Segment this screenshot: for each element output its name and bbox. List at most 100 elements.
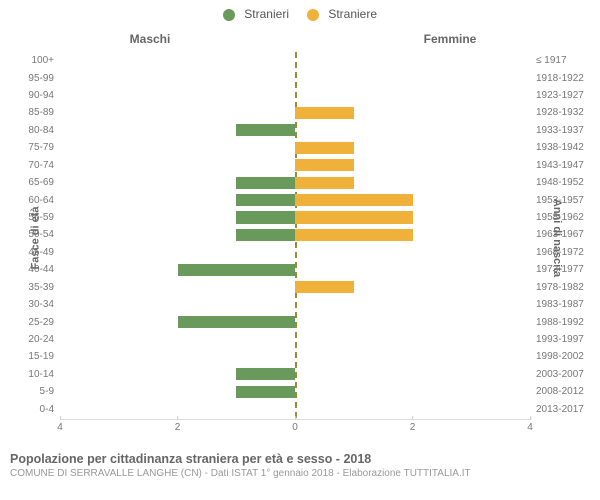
legend-item-male: Stranieri <box>223 7 289 21</box>
chart-row: 40-441973-1977 <box>60 261 530 278</box>
birth-tick: 1978-1982 <box>536 282 584 293</box>
chart-row: 65-691948-1952 <box>60 174 530 191</box>
bar-female <box>295 177 354 189</box>
pyramid-chart: Maschi Femmine Fasce di età Anni di nasc… <box>0 28 600 448</box>
legend-label-male: Stranieri <box>244 7 289 21</box>
birth-tick: 1963-1967 <box>536 229 584 240</box>
birth-tick: 1928-1932 <box>536 107 584 118</box>
birth-tick: 1943-1947 <box>536 160 584 171</box>
chart-row: 50-541963-1967 <box>60 226 530 243</box>
age-tick: 15-19 <box>28 351 54 362</box>
legend-swatch-male <box>223 9 235 21</box>
age-tick: 30-34 <box>28 299 54 310</box>
birth-tick: 1958-1962 <box>536 212 584 223</box>
bar-female <box>295 107 354 119</box>
birth-tick: 1923-1927 <box>536 90 584 101</box>
age-tick: 50-54 <box>28 229 54 240</box>
bar-female <box>295 159 354 171</box>
age-tick: 100+ <box>31 55 54 66</box>
age-tick: 90-94 <box>28 90 54 101</box>
chart-row: 15-191998-2002 <box>60 348 530 365</box>
birth-tick: 2003-2007 <box>536 369 584 380</box>
age-tick: 40-44 <box>28 264 54 275</box>
plot-area: 100+≤ 191795-991918-192290-941923-192785… <box>60 52 530 418</box>
chart-row: 35-391978-1982 <box>60 278 530 295</box>
x-tick: 2 <box>175 422 181 433</box>
age-tick: 70-74 <box>28 160 54 171</box>
chart-row: 30-341983-1987 <box>60 296 530 313</box>
bar-male <box>178 264 296 276</box>
age-tick: 0-4 <box>40 404 54 415</box>
bar-male <box>236 177 295 189</box>
age-tick: 60-64 <box>28 195 54 206</box>
birth-tick: 1968-1972 <box>536 247 584 258</box>
bar-male <box>236 124 295 136</box>
age-tick: 65-69 <box>28 177 54 188</box>
bar-male <box>236 386 295 398</box>
bar-female <box>295 194 413 206</box>
bar-female <box>295 281 354 293</box>
chart-row: 60-641953-1957 <box>60 191 530 208</box>
birth-tick: 2008-2012 <box>536 386 584 397</box>
age-tick: 35-39 <box>28 282 54 293</box>
birth-tick: 1993-1997 <box>536 334 584 345</box>
caption: Popolazione per cittadinanza straniera p… <box>0 448 600 479</box>
chart-row: 5-92008-2012 <box>60 383 530 400</box>
caption-title: Popolazione per cittadinanza straniera p… <box>10 452 590 466</box>
rows-container: 100+≤ 191795-991918-192290-941923-192785… <box>60 52 530 418</box>
x-tick: 2 <box>410 422 416 433</box>
birth-tick: 1953-1957 <box>536 195 584 206</box>
x-tick: 4 <box>527 422 533 433</box>
bar-male <box>236 194 295 206</box>
age-tick: 20-24 <box>28 334 54 345</box>
chart-row: 75-791938-1942 <box>60 139 530 156</box>
birth-tick: 2013-2017 <box>536 404 584 415</box>
chart-row: 45-491968-1972 <box>60 244 530 261</box>
legend-swatch-female <box>307 9 319 21</box>
age-tick: 10-14 <box>28 369 54 380</box>
chart-row: 95-991918-1922 <box>60 69 530 86</box>
legend-item-female: Straniere <box>307 7 377 21</box>
age-tick: 55-59 <box>28 212 54 223</box>
x-axis: 4 2 0 2 4 <box>60 419 530 434</box>
bar-female <box>295 142 354 154</box>
birth-tick: 1933-1937 <box>536 125 584 136</box>
chart-row: 85-891928-1932 <box>60 104 530 121</box>
chart-row: 25-291988-1992 <box>60 313 530 330</box>
chart-row: 70-741943-1947 <box>60 157 530 174</box>
x-tick: 0 <box>292 422 298 433</box>
age-tick: 95-99 <box>28 73 54 84</box>
age-tick: 75-79 <box>28 142 54 153</box>
age-tick: 80-84 <box>28 125 54 136</box>
legend-label-female: Straniere <box>328 7 377 21</box>
x-tick: 4 <box>57 422 63 433</box>
bar-female <box>295 211 413 223</box>
age-tick: 85-89 <box>28 107 54 118</box>
column-title-female: Femmine <box>300 32 600 46</box>
birth-tick: 1983-1987 <box>536 299 584 310</box>
bar-female <box>295 229 413 241</box>
birth-tick: ≤ 1917 <box>536 55 567 66</box>
birth-tick: 1973-1977 <box>536 264 584 275</box>
chart-row: 90-941923-1927 <box>60 87 530 104</box>
birth-tick: 1948-1952 <box>536 177 584 188</box>
chart-row: 55-591958-1962 <box>60 209 530 226</box>
bar-male <box>178 316 296 328</box>
birth-tick: 1918-1922 <box>536 73 584 84</box>
birth-tick: 1988-1992 <box>536 317 584 328</box>
chart-row: 80-841933-1937 <box>60 122 530 139</box>
birth-tick: 1938-1942 <box>536 142 584 153</box>
caption-subtitle: COMUNE DI SERRAVALLE LANGHE (CN) - Dati … <box>10 468 590 479</box>
birth-tick: 1998-2002 <box>536 351 584 362</box>
bar-male <box>236 211 295 223</box>
age-tick: 25-29 <box>28 317 54 328</box>
age-tick: 5-9 <box>40 386 54 397</box>
legend: Stranieri Straniere <box>0 0 600 28</box>
column-title-male: Maschi <box>0 32 300 46</box>
age-tick: 45-49 <box>28 247 54 258</box>
bar-male <box>236 229 295 241</box>
bar-male <box>236 368 295 380</box>
chart-row: 20-241993-1997 <box>60 331 530 348</box>
chart-row: 10-142003-2007 <box>60 366 530 383</box>
chart-row: 100+≤ 1917 <box>60 52 530 69</box>
